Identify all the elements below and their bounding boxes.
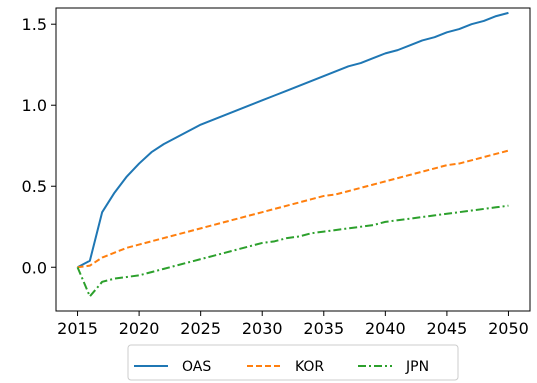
y-axis: 0.0 0.5 1.0 1.5 (22, 15, 56, 277)
legend-label-jpn: JPN (405, 359, 429, 375)
y-tick-label: 0.0 (22, 258, 47, 277)
series-line-kor (77, 149, 509, 269)
series-lines (76, 11, 509, 298)
y-tick-label: 1.5 (22, 15, 47, 34)
x-tick-label: 2035 (303, 319, 344, 338)
x-tick-label: 2025 (180, 319, 221, 338)
plot-area (55, 7, 531, 312)
series-line-jpn (76, 204, 509, 298)
legend-label-kor: KOR (295, 359, 324, 375)
x-tick-label: 2030 (242, 319, 283, 338)
y-tick-label: 0.5 (22, 177, 47, 196)
series-line-oas (77, 11, 509, 269)
legend-label-oas: OAS (182, 359, 211, 375)
legend: OAS KOR JPN (127, 344, 459, 381)
x-tick-label: 2020 (119, 319, 160, 338)
legend-frame (127, 344, 459, 381)
x-tick-label: 2015 (57, 319, 98, 338)
x-tick-label: 2050 (488, 319, 529, 338)
y-tick-label: 1.0 (22, 96, 47, 115)
x-axis: 2015 2020 2025 2030 2035 2040 2045 2050 (57, 311, 529, 338)
x-tick-label: 2045 (427, 319, 468, 338)
x-tick-label: 2040 (365, 319, 406, 338)
